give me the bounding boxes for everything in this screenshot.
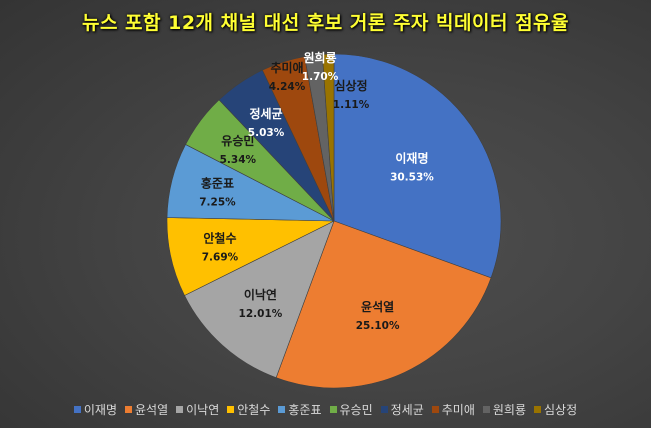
legend-item: 윤석열 bbox=[125, 401, 168, 418]
slice-value: 5.03% bbox=[248, 127, 285, 139]
slice-value: 1.70% bbox=[302, 71, 339, 83]
slice-value: 7.69% bbox=[202, 252, 239, 264]
slice-value: 30.53% bbox=[390, 171, 434, 183]
legend-item: 홍준표 bbox=[278, 401, 322, 418]
legend-item: 심상정 bbox=[534, 401, 577, 418]
slice-name: 정세균 bbox=[249, 106, 282, 121]
legend-label: 원희룡 bbox=[492, 403, 526, 417]
slice-label-7: 정세균 5.03% bbox=[248, 106, 285, 139]
slice-name: 윤석열 bbox=[361, 299, 394, 314]
slice-value: 1.11% bbox=[333, 99, 370, 111]
slice-name: 이낙연 bbox=[244, 287, 277, 302]
legend-label: 윤석열 bbox=[135, 403, 169, 417]
legend-label: 안철수 bbox=[237, 403, 271, 417]
slice-label-8: 추미애 4.24% bbox=[269, 60, 306, 93]
slice-label-5: 홍준표 7.25% bbox=[199, 175, 236, 208]
chart-legend: 이재명 윤석열 이낙연 안철수 홍준표 유승민 정세균 추미애 원희룡 심상정 bbox=[0, 401, 651, 418]
slice-name: 심상정 bbox=[334, 78, 367, 93]
pie-slice-3 bbox=[184, 220, 335, 379]
legend-label: 홍준표 bbox=[288, 403, 322, 417]
legend-label: 유승민 bbox=[339, 403, 373, 417]
slice-name: 안철수 bbox=[203, 231, 236, 246]
legend-swatch-icon bbox=[176, 406, 184, 413]
legend-swatch-icon bbox=[380, 406, 388, 413]
pie-slice-2 bbox=[275, 220, 492, 389]
slice-name: 홍준표 bbox=[201, 175, 234, 190]
legend-item: 추미애 bbox=[431, 401, 475, 418]
legend-swatch-icon bbox=[125, 406, 132, 413]
slice-value: 7.25% bbox=[199, 196, 236, 208]
slice-label-6: 유승민 5.34% bbox=[220, 133, 257, 166]
legend-item: 원희룡 bbox=[482, 401, 526, 418]
legend-swatch-icon bbox=[329, 406, 337, 413]
legend-swatch-icon bbox=[482, 406, 490, 413]
legend-label: 정세균 bbox=[390, 403, 424, 417]
legend-item: 유승민 bbox=[329, 401, 373, 418]
slice-value: 25.10% bbox=[356, 320, 400, 332]
legend-swatch-icon bbox=[278, 406, 286, 413]
legend-label: 추미애 bbox=[441, 403, 475, 417]
legend-item: 이재명 bbox=[73, 401, 117, 418]
legend-swatch-icon bbox=[431, 406, 439, 413]
legend-item: 이낙연 bbox=[176, 401, 219, 418]
slice-value: 5.34% bbox=[220, 154, 257, 166]
slice-label-1: 이재명 30.53% bbox=[390, 150, 434, 183]
slice-label-10: 심상정 1.11% bbox=[333, 78, 370, 111]
slice-name: 이재명 bbox=[395, 150, 428, 165]
legend-label: 이낙연 bbox=[186, 403, 220, 417]
slice-name: 추미애 bbox=[270, 60, 303, 75]
pie-slice-10 bbox=[322, 53, 335, 222]
slice-label-9: 원희룡 1.70% bbox=[302, 50, 339, 83]
slice-name: 원희룡 bbox=[303, 50, 336, 65]
pie-slice-1 bbox=[333, 53, 502, 279]
slice-label-2: 윤석열 25.10% bbox=[356, 299, 400, 332]
legend-item: 정세균 bbox=[380, 401, 424, 418]
slice-label-4: 안철수 7.69% bbox=[202, 231, 239, 264]
legend-label: 심상정 bbox=[544, 403, 578, 417]
legend-swatch-icon bbox=[73, 406, 81, 413]
slice-label-3: 이낙연 12.01% bbox=[239, 287, 283, 320]
legend-swatch-icon bbox=[534, 406, 541, 413]
slice-value: 12.01% bbox=[239, 308, 283, 320]
legend-item: 안철수 bbox=[227, 401, 270, 418]
legend-label: 이재명 bbox=[83, 403, 117, 417]
legend-swatch-icon bbox=[227, 406, 235, 413]
slice-value: 4.24% bbox=[269, 81, 306, 93]
slice-name: 유승민 bbox=[221, 133, 254, 148]
chart-title: 뉴스 포함 12개 채널 대선 후보 거론 주자 빅데이터 점유율 bbox=[81, 12, 570, 34]
